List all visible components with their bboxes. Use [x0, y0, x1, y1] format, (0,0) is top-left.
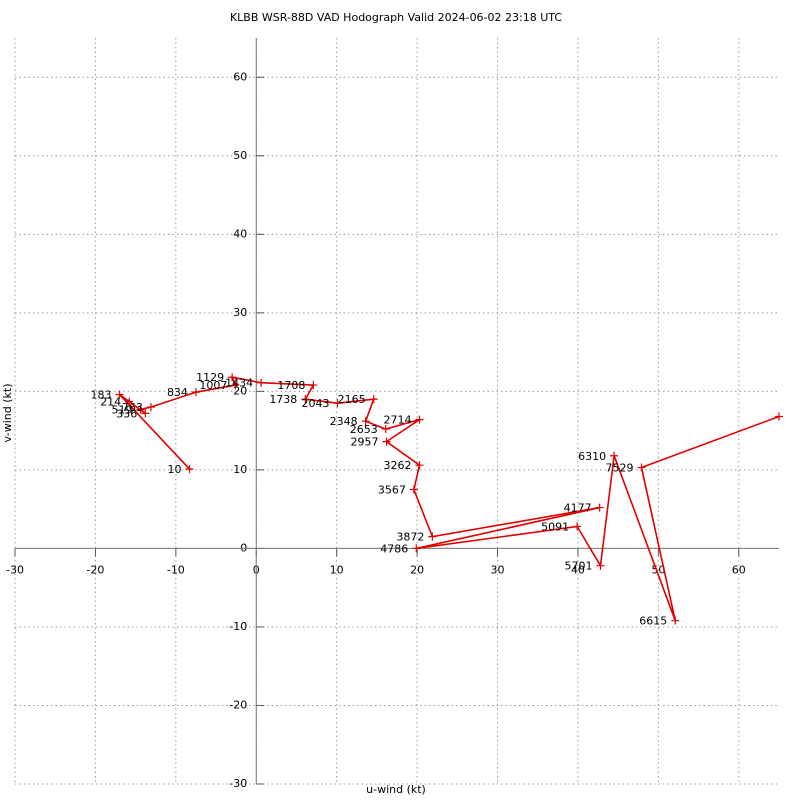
height-label: 519	[111, 403, 132, 416]
y-axis-label: v-wind (kt)	[1, 384, 14, 443]
point-marker	[115, 390, 124, 399]
height-label: 7529	[605, 462, 633, 475]
y-tick-label: 20	[233, 384, 247, 397]
height-label: 1434	[225, 377, 253, 390]
point-marker	[610, 451, 619, 460]
point-marker	[775, 412, 783, 421]
point-marker	[409, 485, 418, 494]
height-label: 3872	[396, 531, 424, 544]
point-marker	[185, 465, 194, 474]
x-tick-label: 60	[732, 563, 746, 576]
y-tick-label: 30	[233, 306, 247, 319]
point-marker	[191, 388, 200, 397]
x-tick-label: 40	[571, 563, 585, 576]
y-tick-label: -30	[229, 777, 247, 790]
point-marker	[141, 409, 150, 418]
point-marker	[428, 532, 437, 541]
height-label: 2165	[338, 393, 366, 406]
point-marker	[231, 381, 240, 390]
point-marker	[637, 463, 646, 472]
x-tick-label: 30	[491, 563, 505, 576]
point-marker	[309, 381, 318, 390]
point-marker	[573, 522, 582, 531]
point-marker	[596, 561, 605, 570]
height-label: 2653	[350, 423, 378, 436]
x-tick-label: 10	[330, 563, 344, 576]
point-marker	[415, 461, 424, 470]
y-tick-label: 50	[233, 149, 247, 162]
point-marker	[415, 415, 424, 424]
point-marker	[382, 437, 391, 446]
height-label: 183	[91, 389, 112, 402]
y-tick-label: -20	[229, 698, 247, 711]
y-tick-label: 60	[233, 70, 247, 83]
point-marker	[125, 397, 134, 406]
height-label: 763	[122, 401, 143, 414]
point-marker	[369, 395, 378, 404]
point-marker	[595, 503, 604, 512]
point-marker	[381, 425, 390, 434]
chart-title: KLBB WSR-88D VAD Hodograph Valid 2024-06…	[230, 11, 562, 24]
point-marker	[136, 405, 145, 414]
height-label: 1738	[269, 393, 297, 406]
height-label: 2348	[330, 415, 358, 428]
point-marker	[671, 616, 680, 625]
point-marker	[361, 417, 370, 426]
y-tick-label: 10	[233, 463, 247, 476]
height-label: 2957	[351, 436, 379, 449]
height-label: 2043	[301, 397, 329, 410]
height-label: 6615	[639, 615, 667, 628]
hodograph-line	[118, 376, 780, 621]
height-label: 6310	[578, 450, 606, 463]
point-marker	[257, 378, 266, 387]
height-label: 4177	[564, 502, 592, 515]
height-label: 5701	[564, 560, 592, 573]
point-marker	[146, 403, 155, 412]
point-marker	[333, 399, 342, 408]
x-tick-label: -10	[167, 563, 185, 576]
height-label: 4786	[380, 542, 408, 555]
x-tick-label: 20	[410, 563, 424, 576]
height-label: 3567	[378, 484, 406, 497]
height-label: 834	[167, 386, 188, 399]
height-label: 336	[116, 407, 137, 420]
y-tick-label: 40	[233, 227, 247, 240]
y-tick-label: -10	[229, 620, 247, 633]
height-label: 1129	[196, 371, 224, 384]
height-label: 1007	[199, 379, 227, 392]
x-tick-label: -30	[6, 563, 24, 576]
point-marker	[301, 395, 310, 404]
x-tick-label: -20	[86, 563, 104, 576]
x-axis-label: u-wind (kt)	[366, 783, 426, 796]
height-label: 10	[168, 463, 182, 476]
height-label: 5091	[541, 520, 569, 533]
height-label: 1708	[277, 379, 305, 392]
height-label: 2714	[384, 414, 412, 427]
height-label: 214	[100, 396, 121, 409]
point-marker	[412, 544, 421, 553]
height-label: 3262	[384, 459, 412, 472]
point-marker	[228, 373, 237, 382]
